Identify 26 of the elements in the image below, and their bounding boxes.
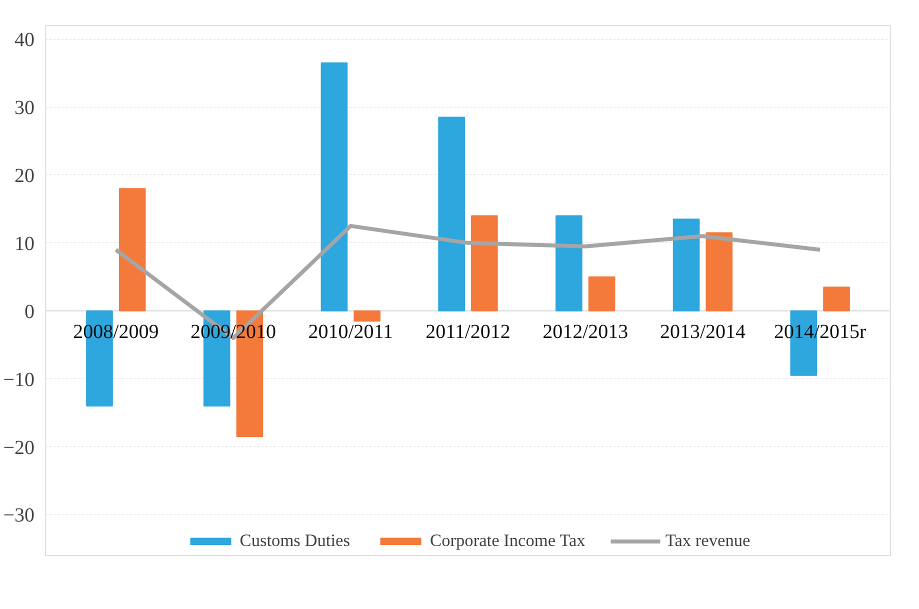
- legend-label: Corporate Income Tax: [430, 531, 586, 551]
- x-tick-label: 2009/2010: [190, 320, 276, 343]
- bar: [672, 218, 700, 312]
- bar: [588, 276, 616, 312]
- y-tick-label: 40: [14, 29, 34, 52]
- y-tick-label: 30: [14, 97, 34, 120]
- y-tick-label: 10: [14, 232, 34, 255]
- y-tick-label: −20: [3, 436, 34, 459]
- x-tick-label: 2013/2014: [660, 320, 746, 343]
- x-tick-label: 2010/2011: [308, 320, 394, 343]
- x-tick-label: 2011/2012: [426, 320, 510, 343]
- bar: [438, 116, 465, 312]
- bar: [823, 286, 850, 312]
- legend-label: Customs Duties: [240, 531, 350, 551]
- y-tick-label: −10: [3, 368, 34, 391]
- y-tick-label: −30: [3, 504, 34, 527]
- bar: [354, 310, 380, 322]
- bar: [706, 232, 733, 312]
- y-tick-label: 20: [14, 164, 34, 187]
- legend-label: Tax revenue: [665, 531, 750, 551]
- bar: [556, 215, 582, 312]
- bar: [118, 188, 146, 312]
- bar: [471, 215, 498, 312]
- y-tick-label: 0: [24, 300, 34, 323]
- bar: [320, 62, 348, 312]
- x-tick-label: 2012/2013: [542, 320, 628, 343]
